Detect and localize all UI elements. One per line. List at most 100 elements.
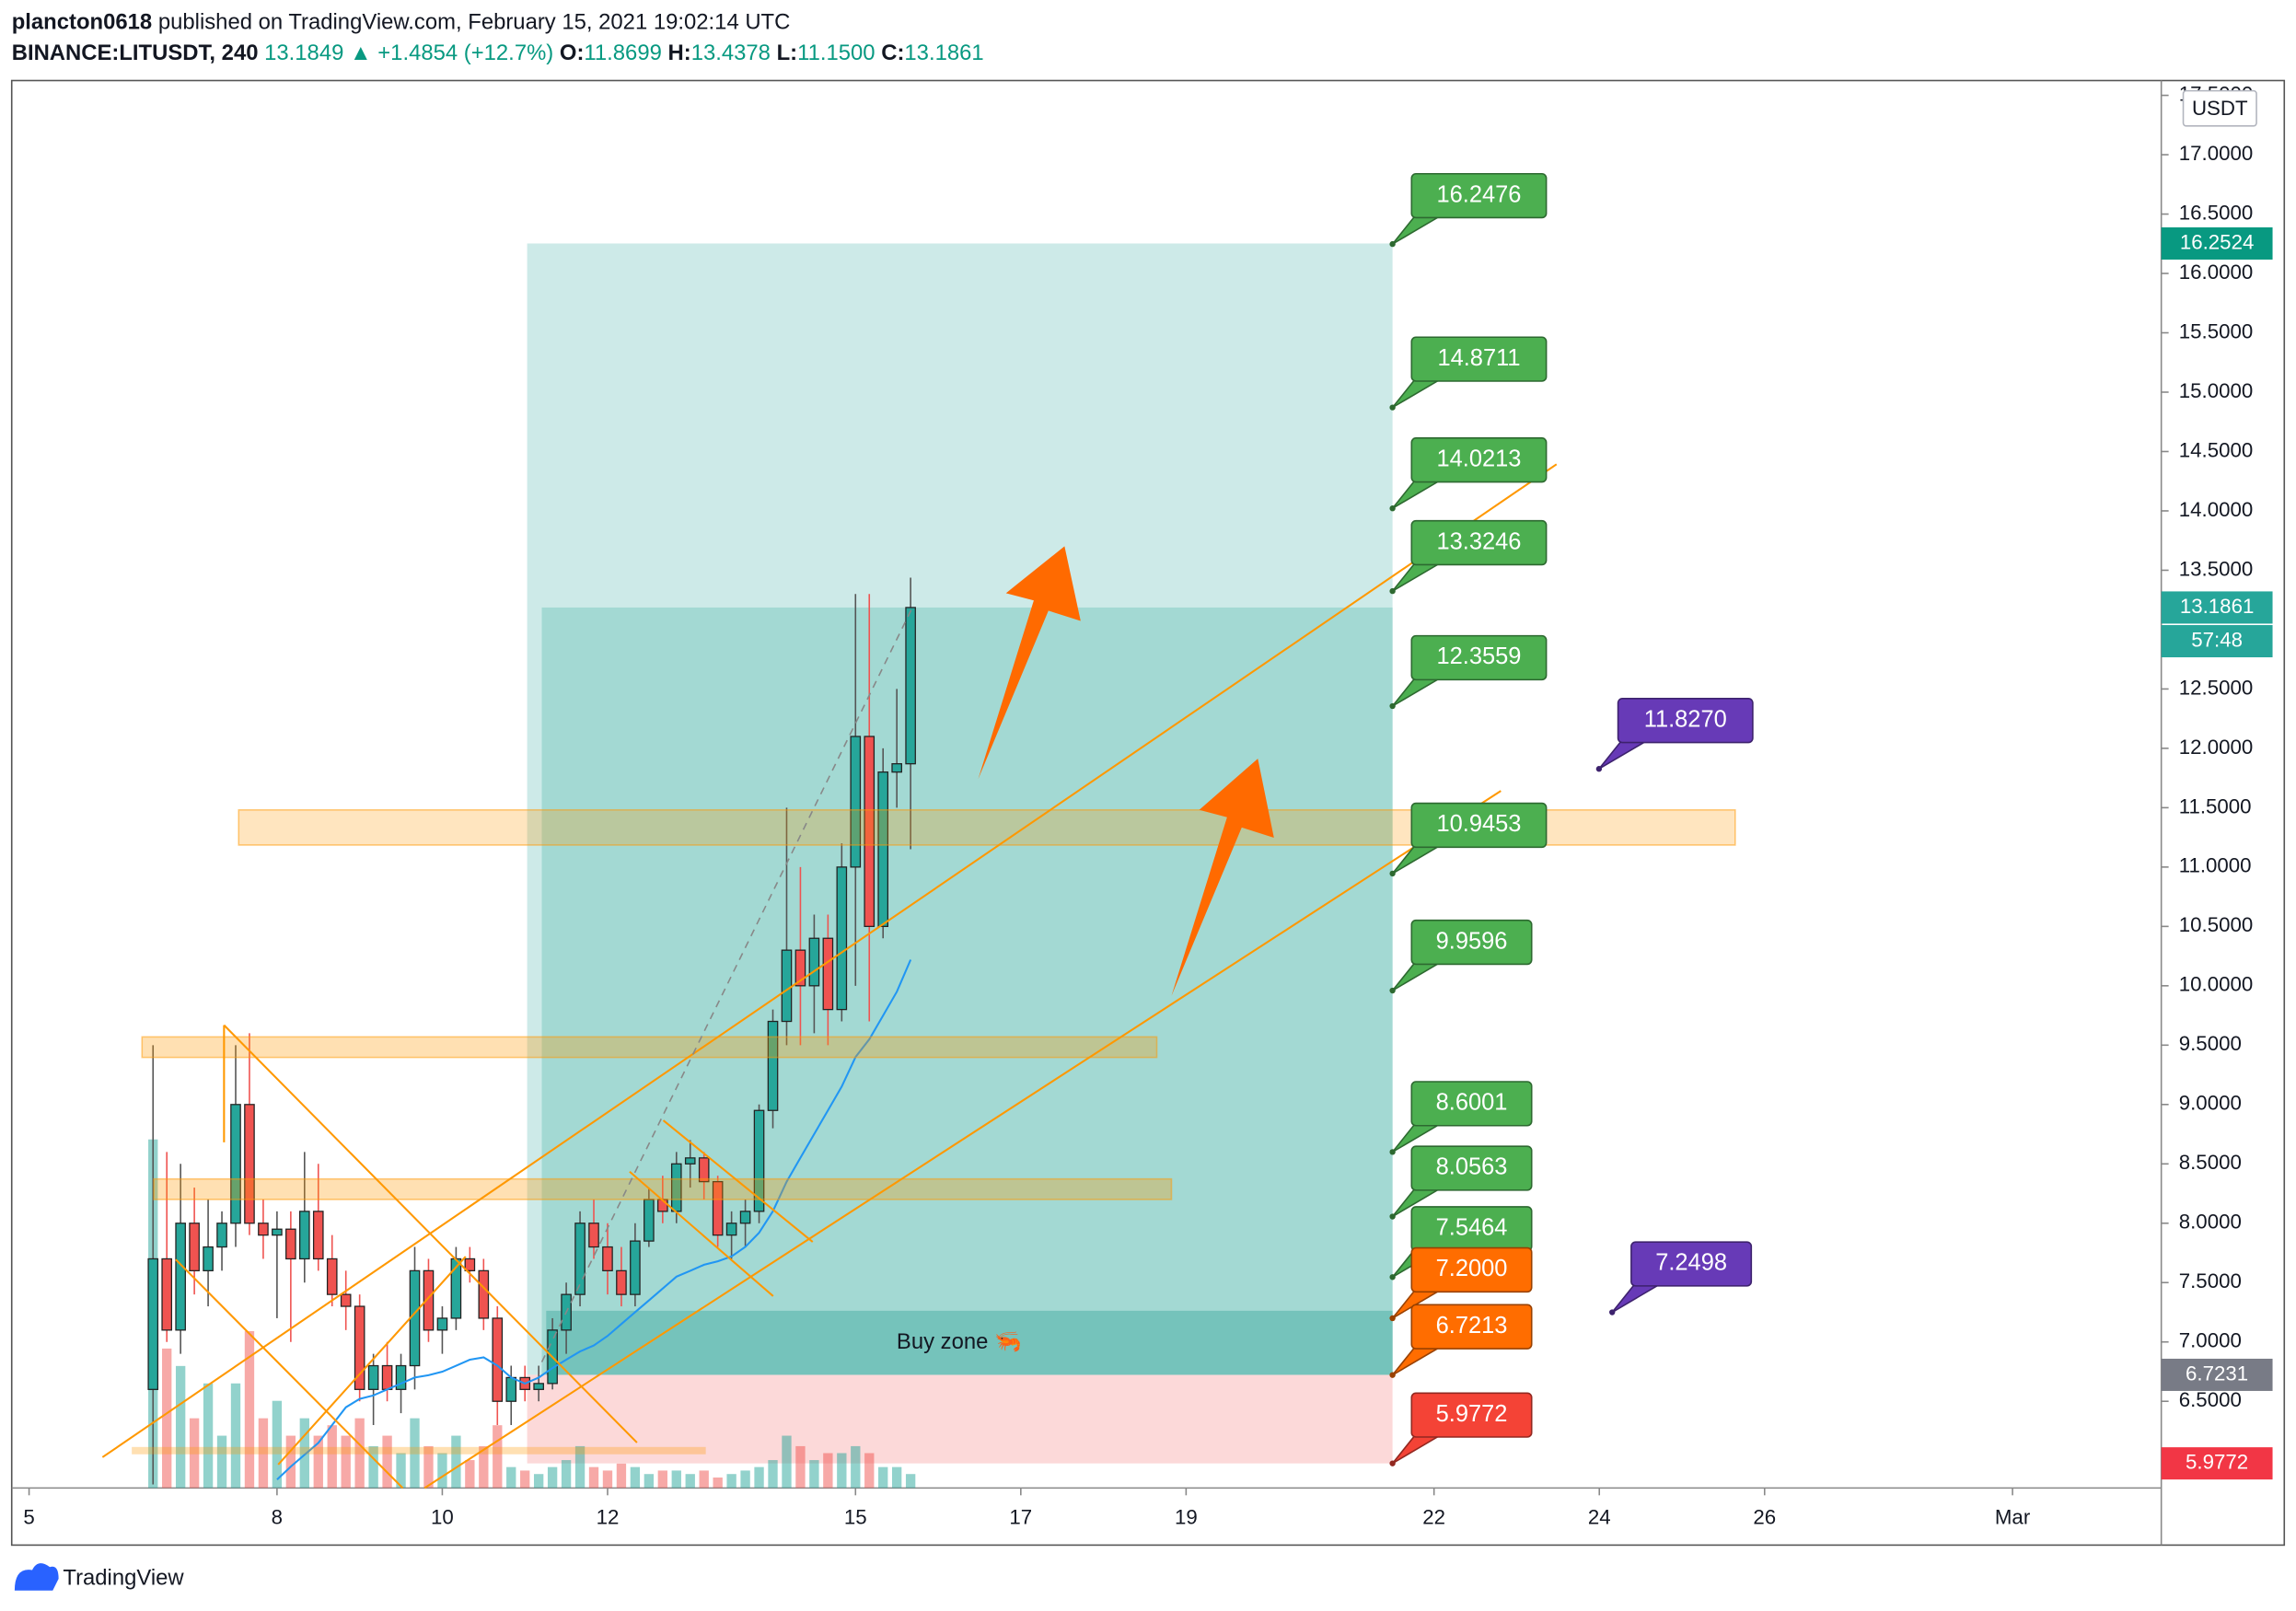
open-profit-zone: [541, 607, 1393, 1375]
candle-body: [299, 1211, 310, 1260]
y-tick-label: 16.0000: [2179, 261, 2253, 284]
candle-body: [781, 949, 793, 1023]
y-tick-label: 7.5000: [2179, 1269, 2242, 1292]
currency-box: [2182, 89, 2257, 127]
volume-bar: [410, 1418, 420, 1489]
candle-body: [588, 1223, 599, 1248]
label-text: 11.8270: [1644, 706, 1727, 732]
y-tick-label: 9.5000: [2179, 1032, 2242, 1055]
volume-bar: [782, 1435, 792, 1489]
price-badge: [2161, 1358, 2273, 1391]
y-tick-label: 6.5000: [2179, 1388, 2242, 1411]
buy-zone-label: Buy zone 🦐: [897, 1329, 1022, 1354]
volume-bar: [561, 1460, 572, 1489]
volume-bar: [699, 1470, 709, 1489]
arrow: [1171, 759, 1274, 996]
volume-bar: [630, 1466, 641, 1489]
x-tick-label: 5: [23, 1506, 34, 1529]
y-tick-label: 7.0000: [2179, 1329, 2242, 1352]
trend-line: [277, 1256, 467, 1466]
header-line-2: BINANCE:LITUSDT, 240 13.1849 ▲ +1.4854 (…: [12, 41, 984, 65]
volume-bar: [299, 1418, 309, 1489]
candle-body: [367, 1364, 379, 1390]
volume-bar: [864, 1453, 875, 1489]
candle-body: [739, 1211, 751, 1224]
volume-bar: [244, 1330, 255, 1489]
volume-bar: [671, 1470, 681, 1489]
candle-body: [877, 771, 889, 927]
candle-body: [478, 1269, 490, 1319]
x-tick-label: 26: [1753, 1506, 1776, 1529]
volume-bar: [396, 1453, 406, 1489]
volume-bar: [713, 1478, 723, 1489]
volume-bar: [313, 1435, 323, 1489]
volume-bar: [823, 1453, 833, 1489]
candle-body: [161, 1258, 173, 1331]
volume-bar: [588, 1466, 599, 1489]
volume-bar: [423, 1445, 434, 1489]
candle-body: [505, 1376, 517, 1402]
symbol: BINANCE:LITUSDT, 240: [12, 41, 259, 65]
candle-body: [725, 1223, 737, 1236]
y-tick-label: 11.5000: [2179, 794, 2252, 817]
x-tick-label: 17: [1009, 1506, 1032, 1529]
candle-body: [423, 1269, 435, 1331]
label-box: [1410, 1304, 1533, 1350]
c-value: 13.1861: [904, 41, 983, 65]
logo-text: TradingView: [63, 1565, 184, 1590]
x-tick-label: 15: [844, 1506, 867, 1529]
label-dot: [1389, 1460, 1396, 1466]
candle-body: [712, 1180, 724, 1236]
candle-body: [822, 937, 834, 1011]
volume-bar: [740, 1470, 750, 1489]
volume-bar: [602, 1470, 613, 1489]
o-label: O:: [560, 41, 585, 65]
label-text: 7.2000: [1436, 1256, 1508, 1281]
volume-bar: [506, 1466, 516, 1489]
label-text: 7.5464: [1436, 1214, 1508, 1240]
y-tick-label: 13.5000: [2179, 557, 2253, 580]
label-box: [1410, 1246, 1533, 1293]
x-tick-label: 24: [1588, 1506, 1611, 1529]
candle-body: [767, 1020, 779, 1111]
candle-body: [175, 1223, 186, 1331]
volume-bar: [520, 1470, 530, 1489]
label-text: 14.8711: [1437, 345, 1520, 371]
l-label: L:: [777, 41, 798, 65]
x-tick-label: 19: [1175, 1506, 1198, 1529]
volume-bar: [547, 1466, 558, 1489]
h-label: H:: [668, 41, 691, 65]
candle-body: [698, 1157, 710, 1183]
volume-bar: [533, 1474, 544, 1489]
candle-body: [436, 1317, 448, 1331]
volume-bar: [493, 1425, 503, 1489]
author: plancton0618: [12, 10, 152, 35]
y-tick-label: 9.0000: [2179, 1092, 2242, 1115]
price-badge: [2161, 226, 2273, 260]
volume-bar: [657, 1470, 667, 1489]
change: ▲ +1.4854 (+12.7%): [350, 41, 553, 65]
label-text: 13.3246: [1436, 528, 1521, 554]
price-badge: [2161, 1447, 2273, 1480]
candle-body: [354, 1305, 365, 1390]
volume-bar: [768, 1460, 778, 1489]
x-tick-label: 22: [1422, 1506, 1445, 1529]
candle-body: [808, 937, 820, 987]
y-tick-label: 12.0000: [2179, 736, 2253, 759]
candle-body: [753, 1109, 765, 1212]
candle-body: [340, 1293, 352, 1307]
countdown-badge: [2161, 625, 2273, 658]
candle-body: [381, 1364, 393, 1390]
countdown: 57:48: [2191, 628, 2243, 651]
volume-bar: [368, 1445, 378, 1489]
label-box: [1410, 336, 1548, 382]
volume-bar: [382, 1435, 392, 1489]
last-price: 13.1849: [264, 41, 343, 65]
candle-body: [684, 1157, 696, 1165]
currency: USDT: [2192, 97, 2248, 120]
trend-line: [423, 790, 1502, 1489]
label-dot: [1389, 1274, 1396, 1281]
label-box: [1617, 698, 1754, 744]
label-text: 12.3559: [1436, 643, 1521, 669]
